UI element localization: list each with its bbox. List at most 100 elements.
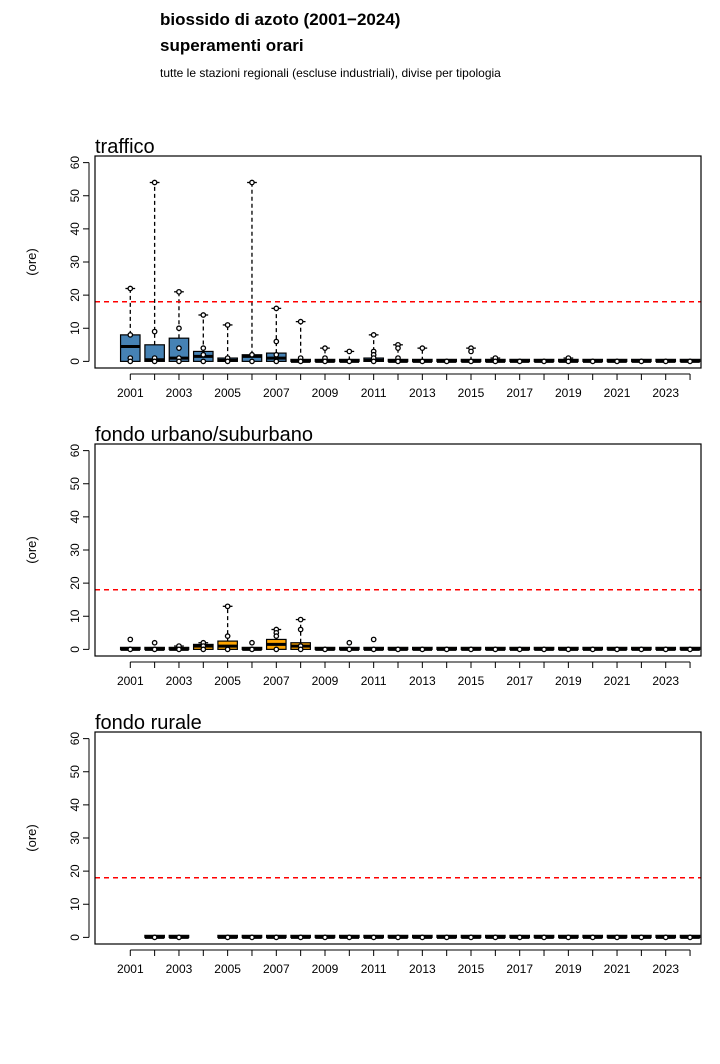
x-tick-label: 2003 xyxy=(166,674,193,688)
box-2003 xyxy=(168,643,190,653)
outlier-point xyxy=(370,934,377,941)
y-tick-label: 50 xyxy=(68,189,82,203)
box-2001 xyxy=(119,636,141,653)
outlier-point xyxy=(176,325,182,332)
outlier-point xyxy=(614,358,620,365)
outlier-point xyxy=(224,603,231,610)
outlier-point xyxy=(297,616,304,623)
outlier-point xyxy=(200,646,207,653)
outlier-point xyxy=(565,358,572,365)
x-tick-label: 2017 xyxy=(506,674,533,688)
y-tick-label: 30 xyxy=(68,543,82,557)
box-2005 xyxy=(217,322,238,365)
box-2016 xyxy=(485,934,506,941)
x-tick-label: 2001 xyxy=(117,962,144,976)
box-2013 xyxy=(412,646,433,653)
outlier-point xyxy=(176,345,182,351)
outlier-point xyxy=(419,358,426,365)
chart-panel-1: fondo urbano/suburbano (ore) 0 10 20 30 40 50 60… xyxy=(24,424,702,688)
box-2012 xyxy=(387,646,409,653)
outlier-point xyxy=(468,358,474,365)
box-2003 xyxy=(168,934,190,941)
x-tick-label: 2009 xyxy=(312,962,339,976)
x-tick-label: 2015 xyxy=(458,386,485,400)
outlier-point xyxy=(419,345,426,351)
y-tick-label: 40 xyxy=(68,798,82,812)
outlier-point xyxy=(370,332,377,338)
outlier-point xyxy=(224,646,231,653)
x-tick-label: 2017 xyxy=(506,386,533,400)
outlier-point xyxy=(662,358,669,365)
x-tick-label: 2023 xyxy=(652,962,679,976)
outlier-point xyxy=(468,646,474,653)
outlier-point xyxy=(249,934,255,941)
chart-title-line2: superamenti orari xyxy=(160,36,304,55)
outlier-point xyxy=(322,646,328,653)
box-2005 xyxy=(217,603,238,653)
box-2016 xyxy=(485,646,506,653)
outlier-point xyxy=(200,345,207,351)
outlier-point xyxy=(297,358,304,365)
outlier-point xyxy=(589,646,596,653)
x-tick-label: 2011 xyxy=(361,386,387,400)
x-tick-label: 2009 xyxy=(312,386,339,400)
box-2013 xyxy=(412,934,433,941)
outlier-point xyxy=(565,934,572,941)
outlier-point xyxy=(297,626,304,633)
plot-frame xyxy=(94,731,702,945)
outlier-point xyxy=(638,358,645,365)
y-axis-label: (ore) xyxy=(24,824,39,851)
y-axis-label: (ore) xyxy=(24,248,39,275)
y-tick-label: 20 xyxy=(68,576,82,590)
outlier-point xyxy=(614,934,620,941)
panel-title: fondo rurale xyxy=(95,712,202,734)
chart-subtitle: tutte le stazioni regionali (escluse ind… xyxy=(160,66,501,80)
box-2012 xyxy=(387,341,409,365)
box-2020 xyxy=(582,646,604,653)
outlier-point xyxy=(395,646,401,653)
outlier-point xyxy=(200,312,207,318)
outlier-point xyxy=(273,934,280,941)
outlier-point xyxy=(443,934,450,941)
outlier-point xyxy=(224,934,231,941)
box-2010 xyxy=(338,348,360,365)
box-2008 xyxy=(290,318,311,365)
box-2007 xyxy=(265,934,287,941)
outlier-point xyxy=(346,348,353,355)
x-tick-label: 2021 xyxy=(604,386,631,400)
y-tick-label: 60 xyxy=(68,732,82,746)
x-tick-label: 2019 xyxy=(555,386,582,400)
box-2024 xyxy=(679,646,701,653)
box-2024 xyxy=(679,358,701,365)
box-2021 xyxy=(606,646,628,653)
box-2021 xyxy=(606,358,628,365)
outlier-point xyxy=(322,345,328,351)
outlier-point xyxy=(127,358,134,365)
outlier-point xyxy=(662,934,669,941)
box-2018 xyxy=(533,934,555,941)
outlier-point xyxy=(297,646,304,653)
box-2023 xyxy=(655,934,677,941)
box-2007 xyxy=(265,305,287,365)
x-tick-label: 2021 xyxy=(604,674,631,688)
outlier-point xyxy=(516,646,523,653)
outlier-point xyxy=(176,646,182,653)
outlier-point xyxy=(443,358,450,365)
outlier-point xyxy=(176,358,182,365)
box-2012 xyxy=(387,934,409,941)
outlier-point xyxy=(224,358,231,365)
y-tick-label: 10 xyxy=(68,897,82,911)
box-2023 xyxy=(655,646,677,653)
box-2017 xyxy=(509,934,531,941)
x-tick-label: 2015 xyxy=(458,674,485,688)
outlier-point xyxy=(151,646,158,653)
box-2014 xyxy=(436,646,458,653)
outlier-point xyxy=(176,934,182,941)
y-tick-label: 0 xyxy=(68,934,82,941)
outlier-point xyxy=(370,636,377,643)
box-2010 xyxy=(338,934,360,941)
x-tick-label: 2013 xyxy=(409,674,436,688)
outlier-point xyxy=(541,358,547,365)
outlier-point xyxy=(492,934,499,941)
box-2019 xyxy=(558,646,579,653)
